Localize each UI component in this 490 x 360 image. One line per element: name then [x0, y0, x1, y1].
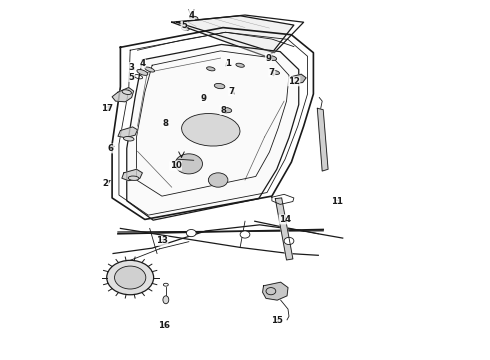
- Polygon shape: [112, 87, 134, 102]
- Circle shape: [175, 154, 202, 174]
- Ellipse shape: [271, 71, 279, 75]
- Text: 7: 7: [269, 68, 275, 77]
- Ellipse shape: [145, 67, 154, 72]
- Circle shape: [284, 237, 294, 244]
- Polygon shape: [318, 108, 328, 171]
- Text: 4: 4: [139, 59, 146, 68]
- Text: 4: 4: [188, 10, 195, 19]
- Polygon shape: [263, 282, 288, 300]
- Polygon shape: [122, 169, 143, 181]
- Circle shape: [186, 229, 196, 237]
- Ellipse shape: [122, 90, 131, 95]
- Ellipse shape: [221, 107, 232, 113]
- Circle shape: [240, 231, 250, 238]
- Text: 15: 15: [271, 316, 283, 325]
- Polygon shape: [118, 127, 138, 138]
- Ellipse shape: [182, 113, 240, 146]
- Text: 9: 9: [266, 54, 271, 63]
- Text: 2: 2: [103, 179, 109, 188]
- Text: 5: 5: [129, 73, 135, 82]
- Ellipse shape: [128, 176, 139, 180]
- Ellipse shape: [123, 136, 134, 141]
- Circle shape: [208, 173, 228, 187]
- Polygon shape: [172, 16, 294, 57]
- Ellipse shape: [137, 69, 148, 75]
- Text: 6: 6: [108, 144, 114, 153]
- Text: 12: 12: [288, 77, 300, 86]
- Text: 1: 1: [225, 59, 231, 68]
- Polygon shape: [292, 74, 306, 84]
- Text: 7: 7: [228, 86, 234, 95]
- Text: 11: 11: [331, 197, 343, 206]
- Ellipse shape: [236, 63, 245, 67]
- Text: 16: 16: [158, 321, 171, 330]
- Circle shape: [107, 260, 154, 295]
- Ellipse shape: [207, 67, 215, 71]
- Text: 13: 13: [156, 237, 168, 246]
- Text: 8: 8: [220, 105, 226, 114]
- Ellipse shape: [190, 16, 198, 20]
- Text: 8: 8: [163, 119, 169, 128]
- Polygon shape: [127, 44, 299, 220]
- Circle shape: [115, 266, 146, 289]
- Text: 10: 10: [170, 161, 182, 170]
- Polygon shape: [275, 198, 293, 260]
- Text: 17: 17: [101, 104, 113, 113]
- Ellipse shape: [214, 84, 225, 89]
- Ellipse shape: [163, 296, 169, 304]
- Text: 5: 5: [181, 21, 187, 30]
- Text: 3: 3: [129, 63, 135, 72]
- Text: 9: 9: [200, 94, 206, 103]
- Text: 14: 14: [279, 215, 291, 224]
- Ellipse shape: [267, 56, 276, 60]
